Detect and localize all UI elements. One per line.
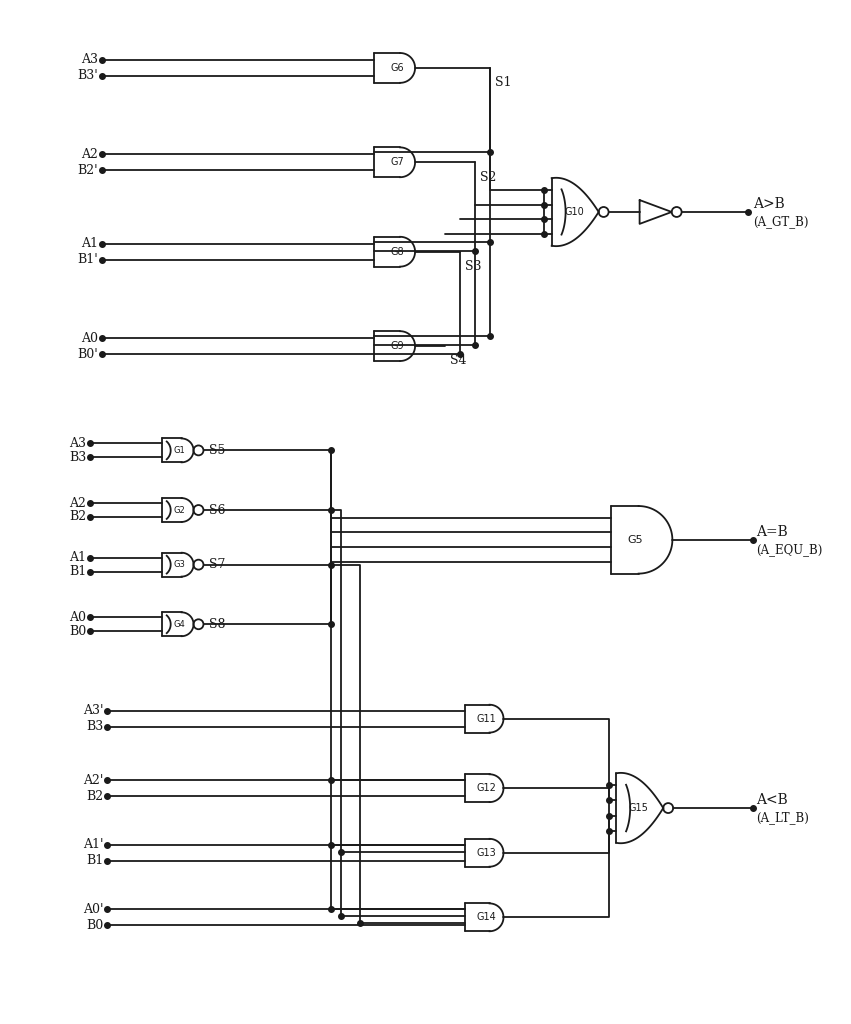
Text: A2: A2 — [82, 147, 98, 161]
Text: B2: B2 — [86, 790, 103, 803]
Text: A3': A3' — [83, 705, 103, 717]
Text: S5: S5 — [209, 444, 226, 457]
Text: G7: G7 — [391, 158, 404, 167]
Text: G8: G8 — [391, 247, 404, 257]
Text: (A_EQU_B): (A_EQU_B) — [756, 544, 822, 556]
Text: B0: B0 — [86, 919, 103, 932]
Text: G13: G13 — [477, 848, 496, 858]
Text: A>B: A>B — [753, 197, 785, 211]
Text: (A_LT_B): (A_LT_B) — [756, 811, 808, 824]
Text: A2: A2 — [69, 497, 86, 510]
Text: B1: B1 — [86, 854, 103, 867]
Text: G11: G11 — [477, 714, 496, 724]
Text: B3: B3 — [69, 451, 86, 464]
Text: G9: G9 — [391, 341, 404, 351]
Text: B3: B3 — [86, 720, 103, 733]
Text: G3: G3 — [174, 560, 186, 569]
Text: A3: A3 — [69, 437, 86, 450]
Text: B1': B1' — [77, 253, 98, 266]
Text: A<B: A<B — [756, 794, 787, 807]
Text: B0: B0 — [69, 625, 86, 638]
Text: S8: S8 — [209, 617, 226, 631]
Text: A0': A0' — [83, 903, 103, 915]
Text: G15: G15 — [629, 803, 648, 813]
Text: B2': B2' — [77, 164, 98, 177]
Text: A1: A1 — [81, 238, 98, 250]
Text: S7: S7 — [209, 558, 226, 571]
Text: B3': B3' — [77, 70, 98, 82]
Text: G2: G2 — [174, 506, 186, 514]
Text: G4: G4 — [174, 620, 186, 629]
Text: A0: A0 — [81, 332, 98, 345]
Text: (A_GT_B): (A_GT_B) — [753, 215, 808, 228]
Text: A1': A1' — [83, 839, 103, 851]
Text: S4: S4 — [450, 354, 466, 368]
Text: S3: S3 — [465, 260, 482, 273]
Text: A1: A1 — [69, 551, 86, 564]
Text: B2: B2 — [69, 511, 86, 523]
Text: S6: S6 — [209, 504, 226, 516]
Text: B1: B1 — [69, 565, 86, 579]
Text: S1: S1 — [494, 77, 511, 89]
Text: G1: G1 — [174, 445, 186, 455]
Text: G10: G10 — [564, 207, 584, 217]
Text: A2': A2' — [83, 774, 103, 786]
Text: B0': B0' — [77, 347, 98, 360]
Text: G6: G6 — [391, 62, 404, 73]
Text: A0: A0 — [69, 610, 86, 624]
Text: A=B: A=B — [756, 525, 787, 539]
Text: G14: G14 — [477, 912, 496, 923]
Text: G5: G5 — [628, 535, 643, 545]
Text: A3: A3 — [81, 53, 98, 67]
Text: S2: S2 — [480, 171, 496, 183]
Text: G12: G12 — [477, 783, 496, 794]
